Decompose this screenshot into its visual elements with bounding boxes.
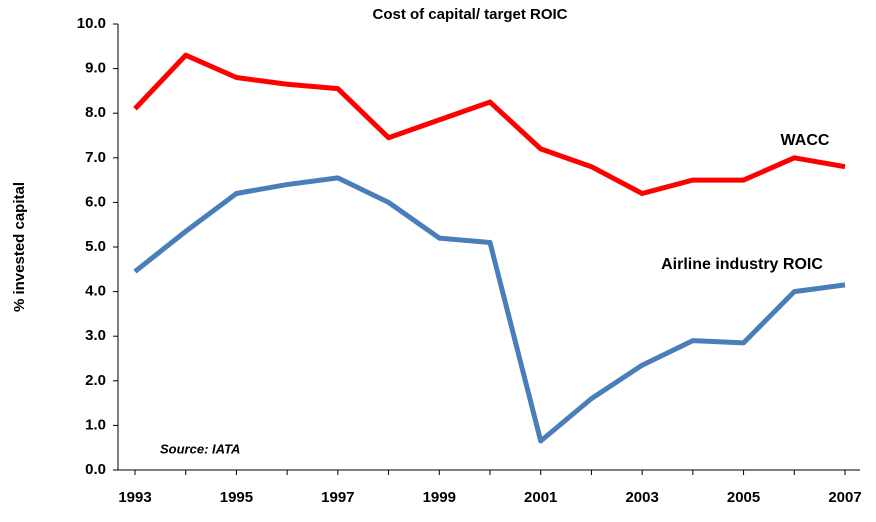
y-tick-label: 5.0 [85, 238, 106, 255]
x-tick-label: 1997 [321, 489, 354, 506]
x-tick-label: 1999 [423, 489, 456, 506]
x-tick-label: 1993 [118, 489, 151, 506]
y-tick-label: 8.0 [85, 104, 106, 121]
x-tick-label: 2007 [828, 489, 861, 506]
x-tick-label: 2005 [727, 489, 760, 506]
y-tick-label: 1.0 [85, 416, 106, 433]
y-tick-label: 3.0 [85, 327, 106, 344]
x-tick-label: 2003 [625, 489, 658, 506]
chart-title: Cost of capital/ target ROIC [372, 6, 567, 23]
y-tick-label: 10.0 [77, 15, 106, 32]
y-tick-label: 6.0 [85, 193, 106, 210]
source-note: Source: IATA [160, 441, 240, 456]
y-tick-label: 2.0 [85, 372, 106, 389]
x-tick-label: 2001 [524, 489, 557, 506]
y-axis-label: % invested capital [11, 182, 28, 312]
series-label: WACC [781, 132, 830, 149]
y-tick-label: 7.0 [85, 149, 106, 166]
series-line [133, 52, 846, 196]
x-tick-label: 1995 [220, 489, 253, 506]
y-tick-label: 0.0 [85, 461, 106, 478]
y-tick-label: 4.0 [85, 283, 106, 300]
y-tick-label: 9.0 [85, 60, 106, 77]
series-line [133, 175, 846, 444]
series-label: Airline industry ROIC [661, 256, 823, 273]
